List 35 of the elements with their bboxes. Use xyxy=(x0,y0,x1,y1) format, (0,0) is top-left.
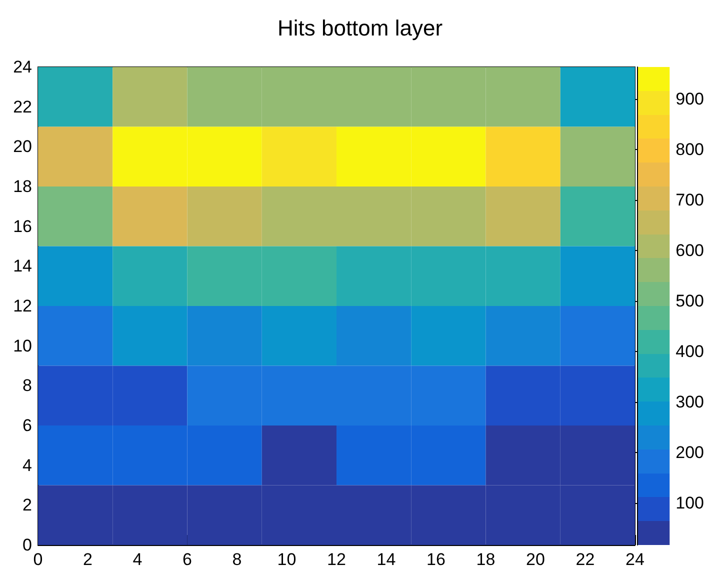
y-tick-label: 18 xyxy=(13,177,32,196)
x-tick-label: 18 xyxy=(476,550,496,569)
color-bar-label: 900 xyxy=(676,89,704,108)
color-bar-label: 600 xyxy=(676,240,704,260)
y-tick-label: 2 xyxy=(22,496,32,515)
y-tick-label: 0 xyxy=(22,536,32,554)
x-tick-label: 12 xyxy=(327,550,346,569)
x-tick-label: 4 xyxy=(132,550,142,569)
color-bar-label: 800 xyxy=(676,140,704,159)
x-tick-label: 22 xyxy=(576,550,595,569)
x-tick-label: 16 xyxy=(426,550,446,569)
color-bar-label: 500 xyxy=(676,291,704,310)
x-tick-label: 10 xyxy=(277,550,296,569)
y-tick-label: 16 xyxy=(13,216,32,236)
color-bar-label: 700 xyxy=(676,190,704,210)
x-tick-label: 8 xyxy=(232,550,242,569)
y-tick-label: 22 xyxy=(13,97,32,116)
color-bar-label: 400 xyxy=(676,342,704,361)
y-tick-label: 8 xyxy=(22,376,32,396)
y-tick-label: 24 xyxy=(13,58,32,76)
color-bar-label: 200 xyxy=(676,443,704,462)
chart-title: Hits bottom layer xyxy=(277,16,443,40)
y-tick-label: 12 xyxy=(13,296,32,316)
color-bar-label: 100 xyxy=(676,494,704,513)
y-tick-label: 4 xyxy=(22,456,32,475)
y-tick-label: 10 xyxy=(13,336,32,356)
color-bar-label: 300 xyxy=(676,392,704,412)
x-tick-label: 6 xyxy=(182,550,192,569)
x-tick-label: 20 xyxy=(526,550,545,569)
x-tick-label: 24 xyxy=(626,550,644,569)
x-tick-label: 2 xyxy=(83,550,92,569)
y-tick-label: 6 xyxy=(22,416,32,435)
y-tick-label: 20 xyxy=(13,137,32,156)
y-tick-label: 14 xyxy=(13,256,32,276)
x-tick-label: 14 xyxy=(376,550,396,569)
